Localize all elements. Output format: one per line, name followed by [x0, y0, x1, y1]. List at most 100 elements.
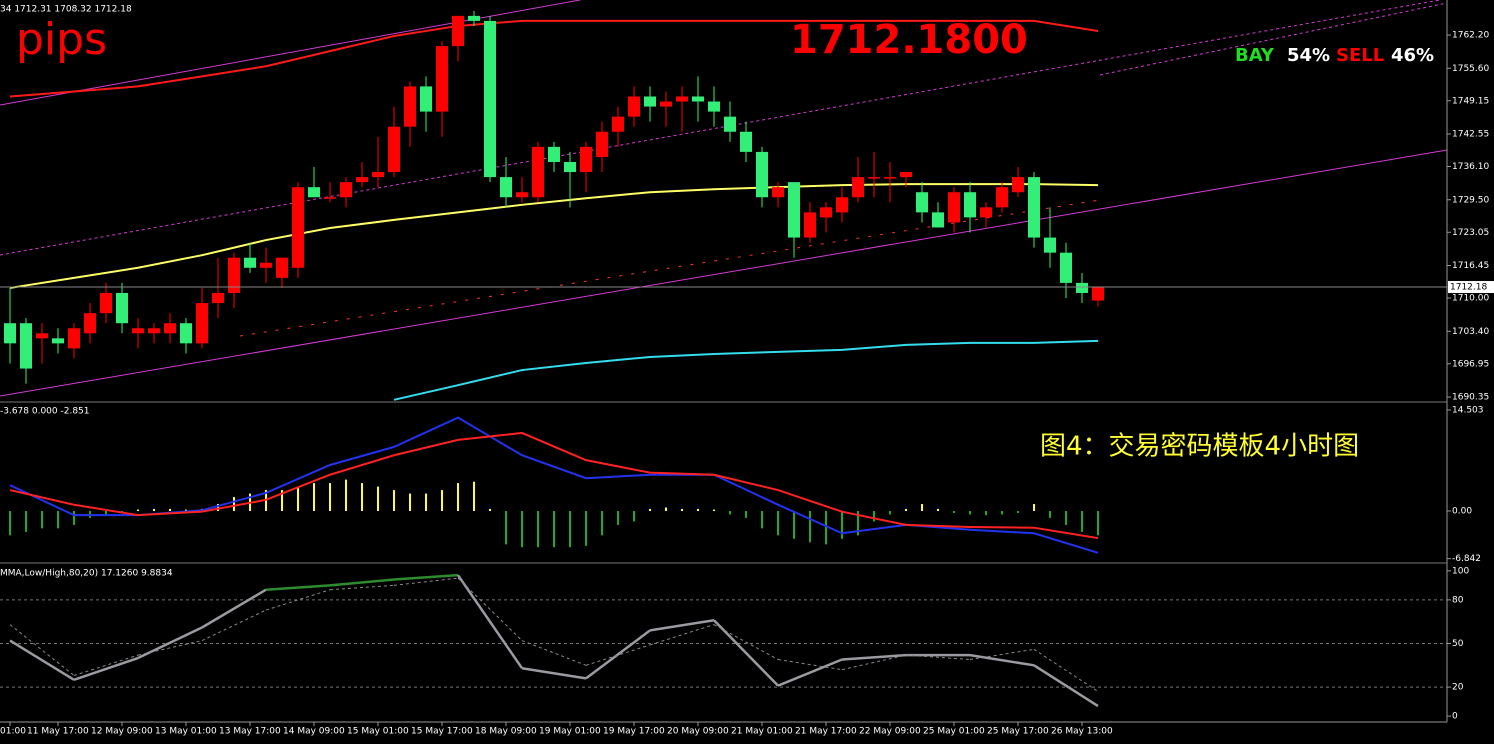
oscillator-line [713, 624, 779, 660]
oscillator-line [905, 654, 971, 660]
oscillator-line [73, 656, 139, 682]
price: 1712.1800 [790, 17, 1028, 63]
candle-body [1012, 177, 1024, 193]
candle-body [532, 146, 544, 198]
oscillator-line [777, 658, 843, 671]
y-tick-label: 1690.35 [1452, 393, 1489, 403]
candle-body [932, 212, 944, 228]
candle-body [1028, 177, 1040, 238]
oscillator-line [649, 624, 715, 646]
oscillator-line [265, 589, 331, 611]
y-tick-label: 1696.95 [1452, 359, 1489, 369]
candle-body [948, 192, 960, 223]
oscillator-line [73, 654, 139, 676]
x-tick-label: 25 May 01:00 [923, 727, 985, 737]
oscillator-line [393, 573, 459, 581]
candle-body [852, 177, 864, 198]
oscillator-line [456, 574, 524, 669]
y-tick-label: 100 [1452, 566, 1469, 576]
sell-pct: 46% [1391, 45, 1434, 66]
candle-body [1044, 237, 1056, 253]
oscillator-line [521, 666, 587, 680]
candle-body [52, 338, 64, 344]
trend-line [1099, 2, 1448, 76]
oscillator-line [841, 653, 907, 661]
y-tick-label: 1755.60 [1452, 64, 1489, 74]
candle-body [484, 20, 496, 178]
oscillator-line [1033, 648, 1099, 692]
candle-body [116, 292, 128, 324]
candle-body [868, 177, 880, 179]
candle-body [900, 172, 912, 178]
candle-body [820, 207, 832, 218]
oscillator-line [713, 619, 779, 687]
candle-body [148, 328, 160, 334]
candle-body [676, 96, 688, 102]
candle-body [660, 101, 672, 107]
candle-body [756, 151, 768, 198]
symbol: pips [16, 14, 107, 65]
y-tick-label: -6.842 [1452, 554, 1481, 564]
oscillator-line [585, 629, 651, 680]
candle-body [388, 126, 400, 173]
candle-body [276, 257, 288, 278]
y-tick-label: 50 [1452, 639, 1464, 649]
x-tick-label: 21 May 17:00 [795, 727, 857, 737]
oscillator-line [585, 644, 651, 666]
indicator-line [9, 19, 1099, 98]
candle-body [36, 333, 48, 339]
oscillator-line [9, 624, 75, 676]
x-tick-label: 14 May 09:00 [283, 727, 345, 737]
candle-body [20, 323, 32, 369]
candle-body [324, 197, 336, 199]
x-tick-label: 26 May 13:00 [1051, 727, 1113, 737]
x-tick-label: 22 May 09:00 [859, 727, 921, 737]
oscillator-line [969, 648, 1035, 660]
indicator-line [9, 431, 1099, 540]
candle-body [788, 182, 800, 238]
oscillator-line [521, 640, 587, 666]
oscillator-line [329, 584, 395, 591]
candle-body [708, 101, 720, 112]
signal-dots [239, 199, 1101, 337]
y-tick-label: 1736.10 [1452, 162, 1489, 172]
x-tick-label: 19 May 01:00 [539, 727, 601, 737]
y-tick-label: 0 [1452, 712, 1458, 722]
x-tick-label: 13 May 17:00 [219, 727, 281, 737]
candle-body [340, 182, 352, 198]
y-tick-label: 1703.40 [1452, 327, 1489, 337]
x-tick-label: 15 May 01:00 [347, 727, 409, 737]
x-tick-label: 01:00 [0, 727, 26, 737]
candle-body [1060, 252, 1072, 283]
oscillator-line [649, 619, 715, 632]
oscillator-line [137, 626, 203, 660]
candle-body [1076, 282, 1088, 293]
y-tick-label: 14.503 [1452, 405, 1484, 415]
header: 34 1712.31 1708.32 1712.18 [0, 5, 132, 15]
candle-body [916, 192, 928, 213]
y-tick-label: 1723.05 [1452, 228, 1489, 238]
candle-body [468, 15, 480, 21]
trend-line [0, 0, 581, 106]
candle-body [884, 177, 896, 179]
candle-body [564, 161, 576, 173]
candle-body [996, 187, 1008, 208]
candle-body [404, 86, 416, 127]
x-tick-label: 13 May 01:00 [155, 727, 217, 737]
candle-body [164, 323, 176, 334]
candle-body [292, 187, 304, 268]
y-tick-label: 1749.15 [1452, 96, 1489, 106]
oscillator-line [265, 584, 331, 591]
candle-body [740, 131, 752, 152]
oscillator-line [9, 639, 75, 681]
candle-body [372, 172, 384, 178]
y-tick-label: 1710.00 [1452, 294, 1489, 304]
oscillator-line [201, 588, 267, 629]
caption: 图4：交易密码模板4小时图 [1040, 432, 1359, 462]
candle-body [580, 146, 592, 173]
candle-body [420, 86, 432, 112]
buy-pct: 54% [1287, 45, 1330, 66]
candle-body [308, 187, 320, 198]
candle-body [436, 46, 448, 112]
